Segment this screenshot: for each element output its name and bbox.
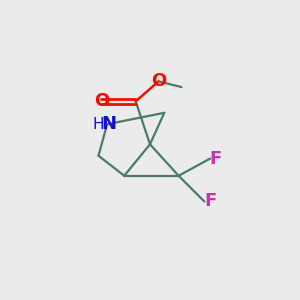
Text: H: H xyxy=(93,117,104,132)
Text: F: F xyxy=(204,193,216,211)
Text: O: O xyxy=(94,92,109,110)
Text: O: O xyxy=(151,72,166,90)
Text: F: F xyxy=(210,150,222,168)
Text: N: N xyxy=(101,115,116,133)
